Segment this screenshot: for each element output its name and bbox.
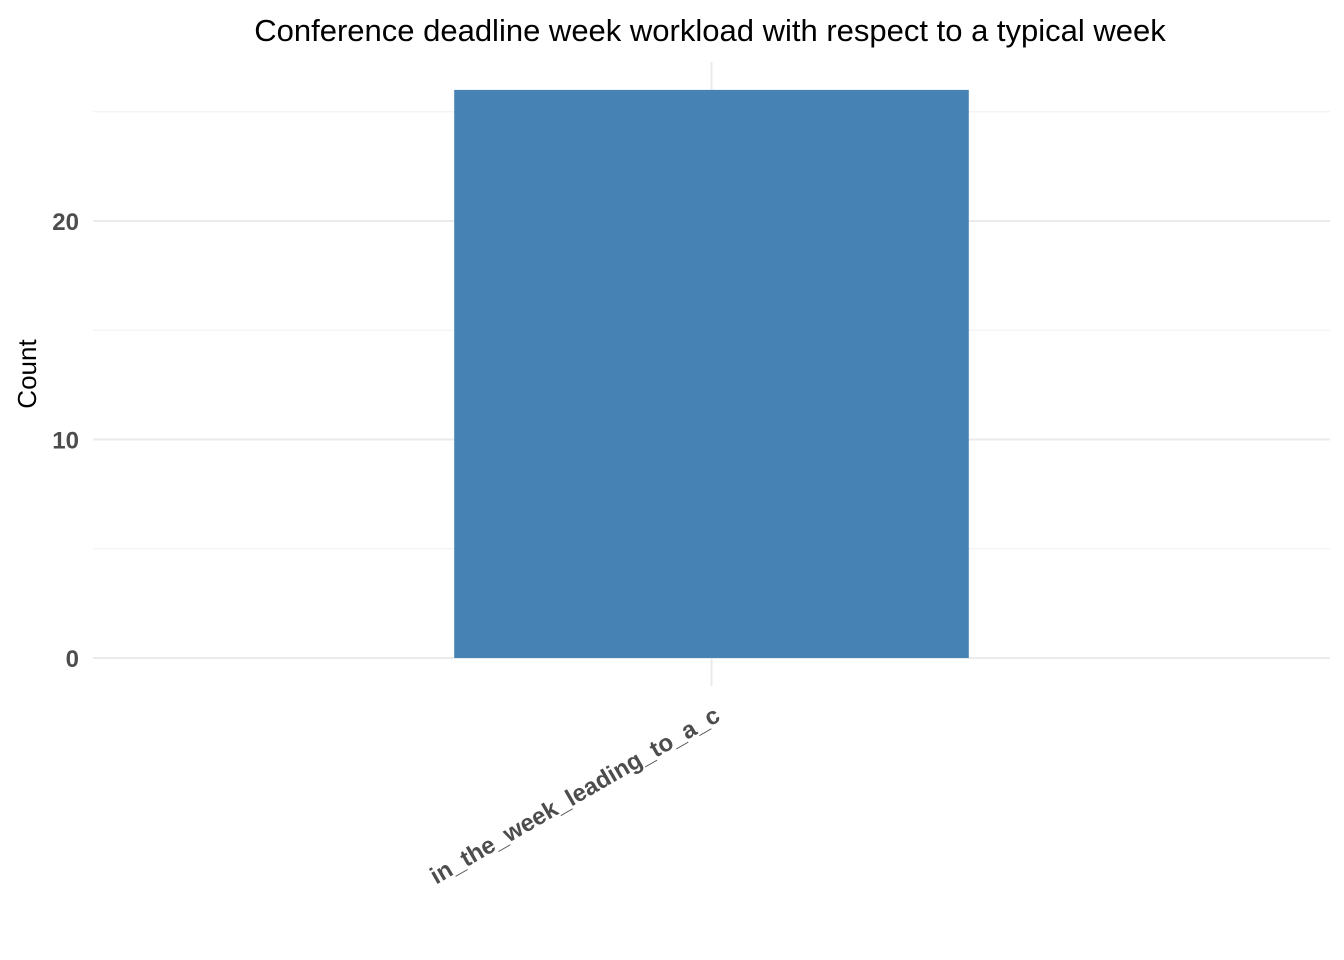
y-tick-label: 10	[52, 428, 79, 455]
y-axis-ticks: 0 10 20	[52, 209, 79, 673]
bar	[454, 89, 969, 658]
x-tick-label: in_the_week_leading_to_a_c	[426, 702, 725, 890]
bars	[454, 89, 969, 658]
y-tick-label: 0	[66, 646, 79, 673]
y-tick-label: 20	[52, 209, 79, 236]
chart-title: Conference deadline week workload with r…	[254, 13, 1166, 48]
y-axis-title: Count	[12, 339, 42, 409]
x-axis-ticks: in_the_week_leading_to_a_c	[426, 702, 725, 890]
